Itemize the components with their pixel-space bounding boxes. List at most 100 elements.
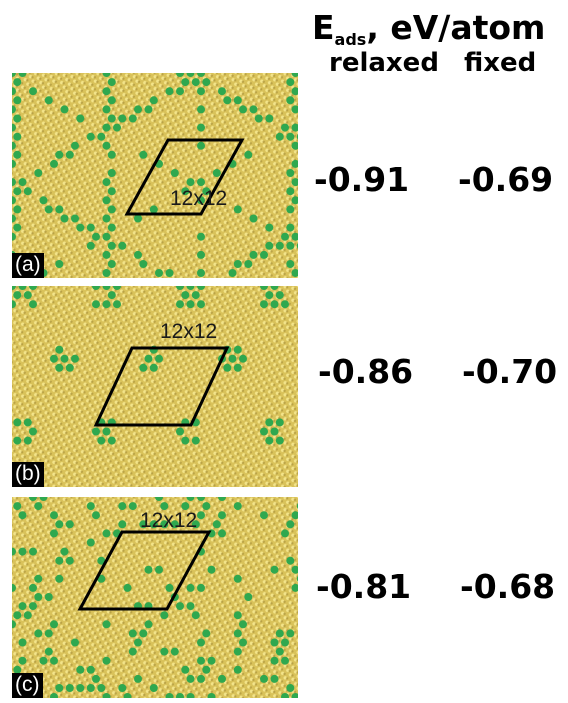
adatom	[34, 574, 43, 583]
adatom	[12, 105, 16, 114]
adatom	[12, 583, 16, 592]
adatom	[71, 141, 79, 150]
adatom	[92, 427, 100, 436]
adatom	[270, 674, 279, 683]
adatom	[186, 497, 195, 501]
adatom	[239, 620, 247, 629]
adatom	[218, 674, 226, 683]
adatom	[191, 611, 200, 620]
adatom	[107, 260, 116, 268]
adatom	[281, 693, 289, 698]
adatom	[97, 132, 106, 141]
adatom	[281, 656, 289, 665]
adatoms	[12, 73, 298, 277]
adatom	[18, 656, 27, 665]
energy-header: Eads, eV/atom	[312, 8, 545, 60]
adatom	[202, 665, 211, 674]
adatom	[76, 665, 85, 674]
supercell-outline	[93, 346, 230, 427]
adatom	[265, 241, 274, 250]
adatom	[55, 345, 64, 354]
adatom	[228, 354, 237, 363]
adatom	[12, 196, 16, 205]
adatom	[65, 520, 74, 529]
adatom	[275, 291, 284, 300]
adatom	[128, 114, 137, 123]
adatom	[34, 169, 43, 177]
adatom	[97, 556, 106, 565]
adatom	[260, 674, 268, 683]
adatom	[186, 583, 195, 592]
adatom	[60, 105, 69, 114]
adatom	[29, 87, 37, 96]
adatom	[12, 141, 16, 150]
adatom	[12, 300, 16, 309]
adatom	[107, 205, 116, 214]
quantity-unit: , eV/atom	[366, 8, 546, 47]
adatom	[86, 241, 95, 250]
adatom	[29, 427, 37, 436]
adatom	[286, 241, 295, 250]
adatom	[197, 300, 205, 309]
adatom	[86, 665, 95, 674]
adatom	[291, 87, 298, 96]
column-header-fixed: fixed	[464, 48, 537, 78]
adatom	[144, 354, 153, 363]
adatom	[233, 345, 242, 354]
adatom	[18, 178, 27, 187]
adatom	[97, 436, 106, 445]
adatom	[170, 169, 179, 177]
adatom	[286, 205, 295, 214]
adatom	[207, 565, 216, 574]
adatom	[34, 593, 43, 601]
adatom	[113, 300, 121, 309]
structure-image-b	[12, 286, 298, 487]
adatom	[286, 684, 295, 692]
adatom	[134, 250, 142, 259]
adatom	[18, 286, 27, 290]
adatom	[13, 291, 22, 300]
adatom	[55, 556, 64, 565]
adatom	[60, 354, 69, 363]
adatom	[160, 647, 169, 656]
adatom	[134, 674, 142, 683]
adatom	[291, 583, 298, 592]
adatom	[296, 575, 298, 582]
adatom	[218, 497, 226, 501]
adatom	[65, 363, 74, 372]
adatom	[170, 647, 179, 656]
adatom	[170, 520, 179, 529]
adatom	[176, 602, 184, 611]
adatom	[128, 502, 137, 511]
adatom	[149, 205, 158, 214]
adatom	[29, 300, 37, 309]
adatom	[197, 141, 205, 150]
fixed-value-c: -0.68	[460, 567, 556, 606]
adatom	[102, 178, 111, 187]
adatom	[149, 363, 158, 372]
adatom	[155, 269, 163, 277]
adatom	[291, 123, 298, 132]
adatom	[107, 241, 116, 250]
adatom	[76, 223, 85, 232]
adatom	[55, 574, 64, 583]
adatom	[29, 286, 37, 290]
adatom	[23, 611, 32, 620]
adatom	[233, 611, 242, 620]
adatom	[212, 169, 221, 177]
adatom	[233, 260, 242, 268]
adatom	[197, 638, 205, 647]
adatom	[286, 629, 295, 638]
substrate-surface	[12, 286, 298, 487]
adatom	[265, 436, 274, 445]
adatom	[23, 418, 32, 427]
adatom	[233, 363, 242, 372]
adatom	[275, 647, 284, 656]
adatom	[102, 693, 111, 698]
adatom	[291, 141, 298, 150]
adatom	[102, 250, 111, 259]
adatom	[254, 114, 263, 123]
adatom	[218, 87, 226, 96]
column-header-relaxed: relaxed	[329, 48, 439, 78]
adatom	[50, 529, 58, 538]
